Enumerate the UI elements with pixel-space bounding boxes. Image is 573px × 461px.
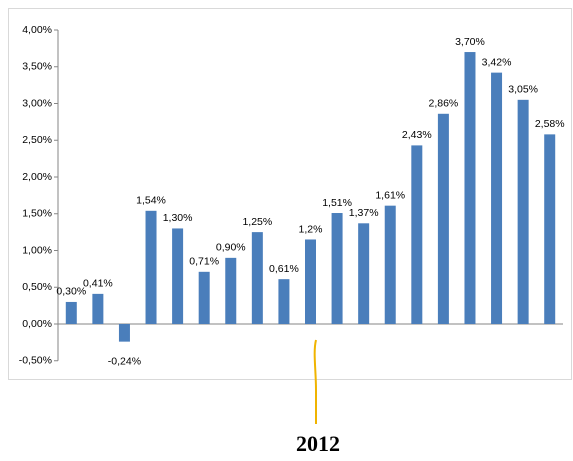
bar: [172, 228, 184, 324]
y-tick-label: 3,00%: [22, 97, 52, 109]
y-tick-label: 4,00%: [22, 24, 52, 36]
y-tick-label: 2,00%: [22, 171, 52, 183]
value-label: 1,54%: [136, 195, 166, 207]
value-label: 1,37%: [349, 207, 379, 219]
annotation: 2012: [296, 431, 340, 456]
bar: [437, 113, 449, 324]
bar: [464, 52, 476, 325]
value-label: 0,71%: [189, 256, 219, 268]
y-tick-label: 0,50%: [22, 281, 52, 293]
bar: [118, 324, 130, 342]
value-label: 3,05%: [508, 84, 538, 96]
y-tick-label: 1,00%: [22, 244, 52, 256]
value-label: 2,58%: [535, 118, 565, 130]
value-label: 1,2%: [299, 223, 323, 235]
bar: [331, 213, 343, 324]
value-label: 1,30%: [163, 212, 193, 224]
bar: [384, 205, 396, 324]
bar: [358, 223, 370, 324]
value-label: 2,43%: [402, 129, 432, 141]
y-tick-label: 0,00%: [22, 318, 52, 330]
value-label: 0,90%: [216, 242, 246, 254]
value-label: 1,25%: [242, 216, 272, 228]
value-label: 3,70%: [455, 36, 485, 48]
bar: [411, 145, 423, 324]
y-tick-label: 2,50%: [22, 134, 52, 146]
bar: [278, 279, 290, 324]
value-label: 3,42%: [482, 56, 512, 68]
bar: [305, 239, 316, 324]
y-tick-label: 3,50%: [22, 61, 52, 73]
value-label: 1,51%: [322, 197, 352, 209]
value-label: -0,24%: [108, 355, 141, 367]
y-tick-label: -0,50%: [19, 355, 52, 367]
bar: [251, 232, 263, 324]
bar: [65, 301, 77, 324]
value-label: 2,86%: [429, 98, 459, 110]
bar: [145, 210, 157, 324]
y-tick-label: 1,50%: [22, 208, 52, 220]
value-label: 0,61%: [269, 263, 299, 275]
value-label: 0,41%: [83, 278, 113, 290]
bar: [544, 134, 556, 324]
value-label: 1,61%: [375, 189, 405, 201]
marker-line: [313, 339, 317, 424]
bar: [92, 293, 104, 324]
bar: [491, 72, 503, 324]
bar: [225, 257, 237, 324]
bar: [198, 271, 210, 324]
value-label: 0,30%: [56, 286, 86, 298]
bar: [517, 99, 529, 324]
